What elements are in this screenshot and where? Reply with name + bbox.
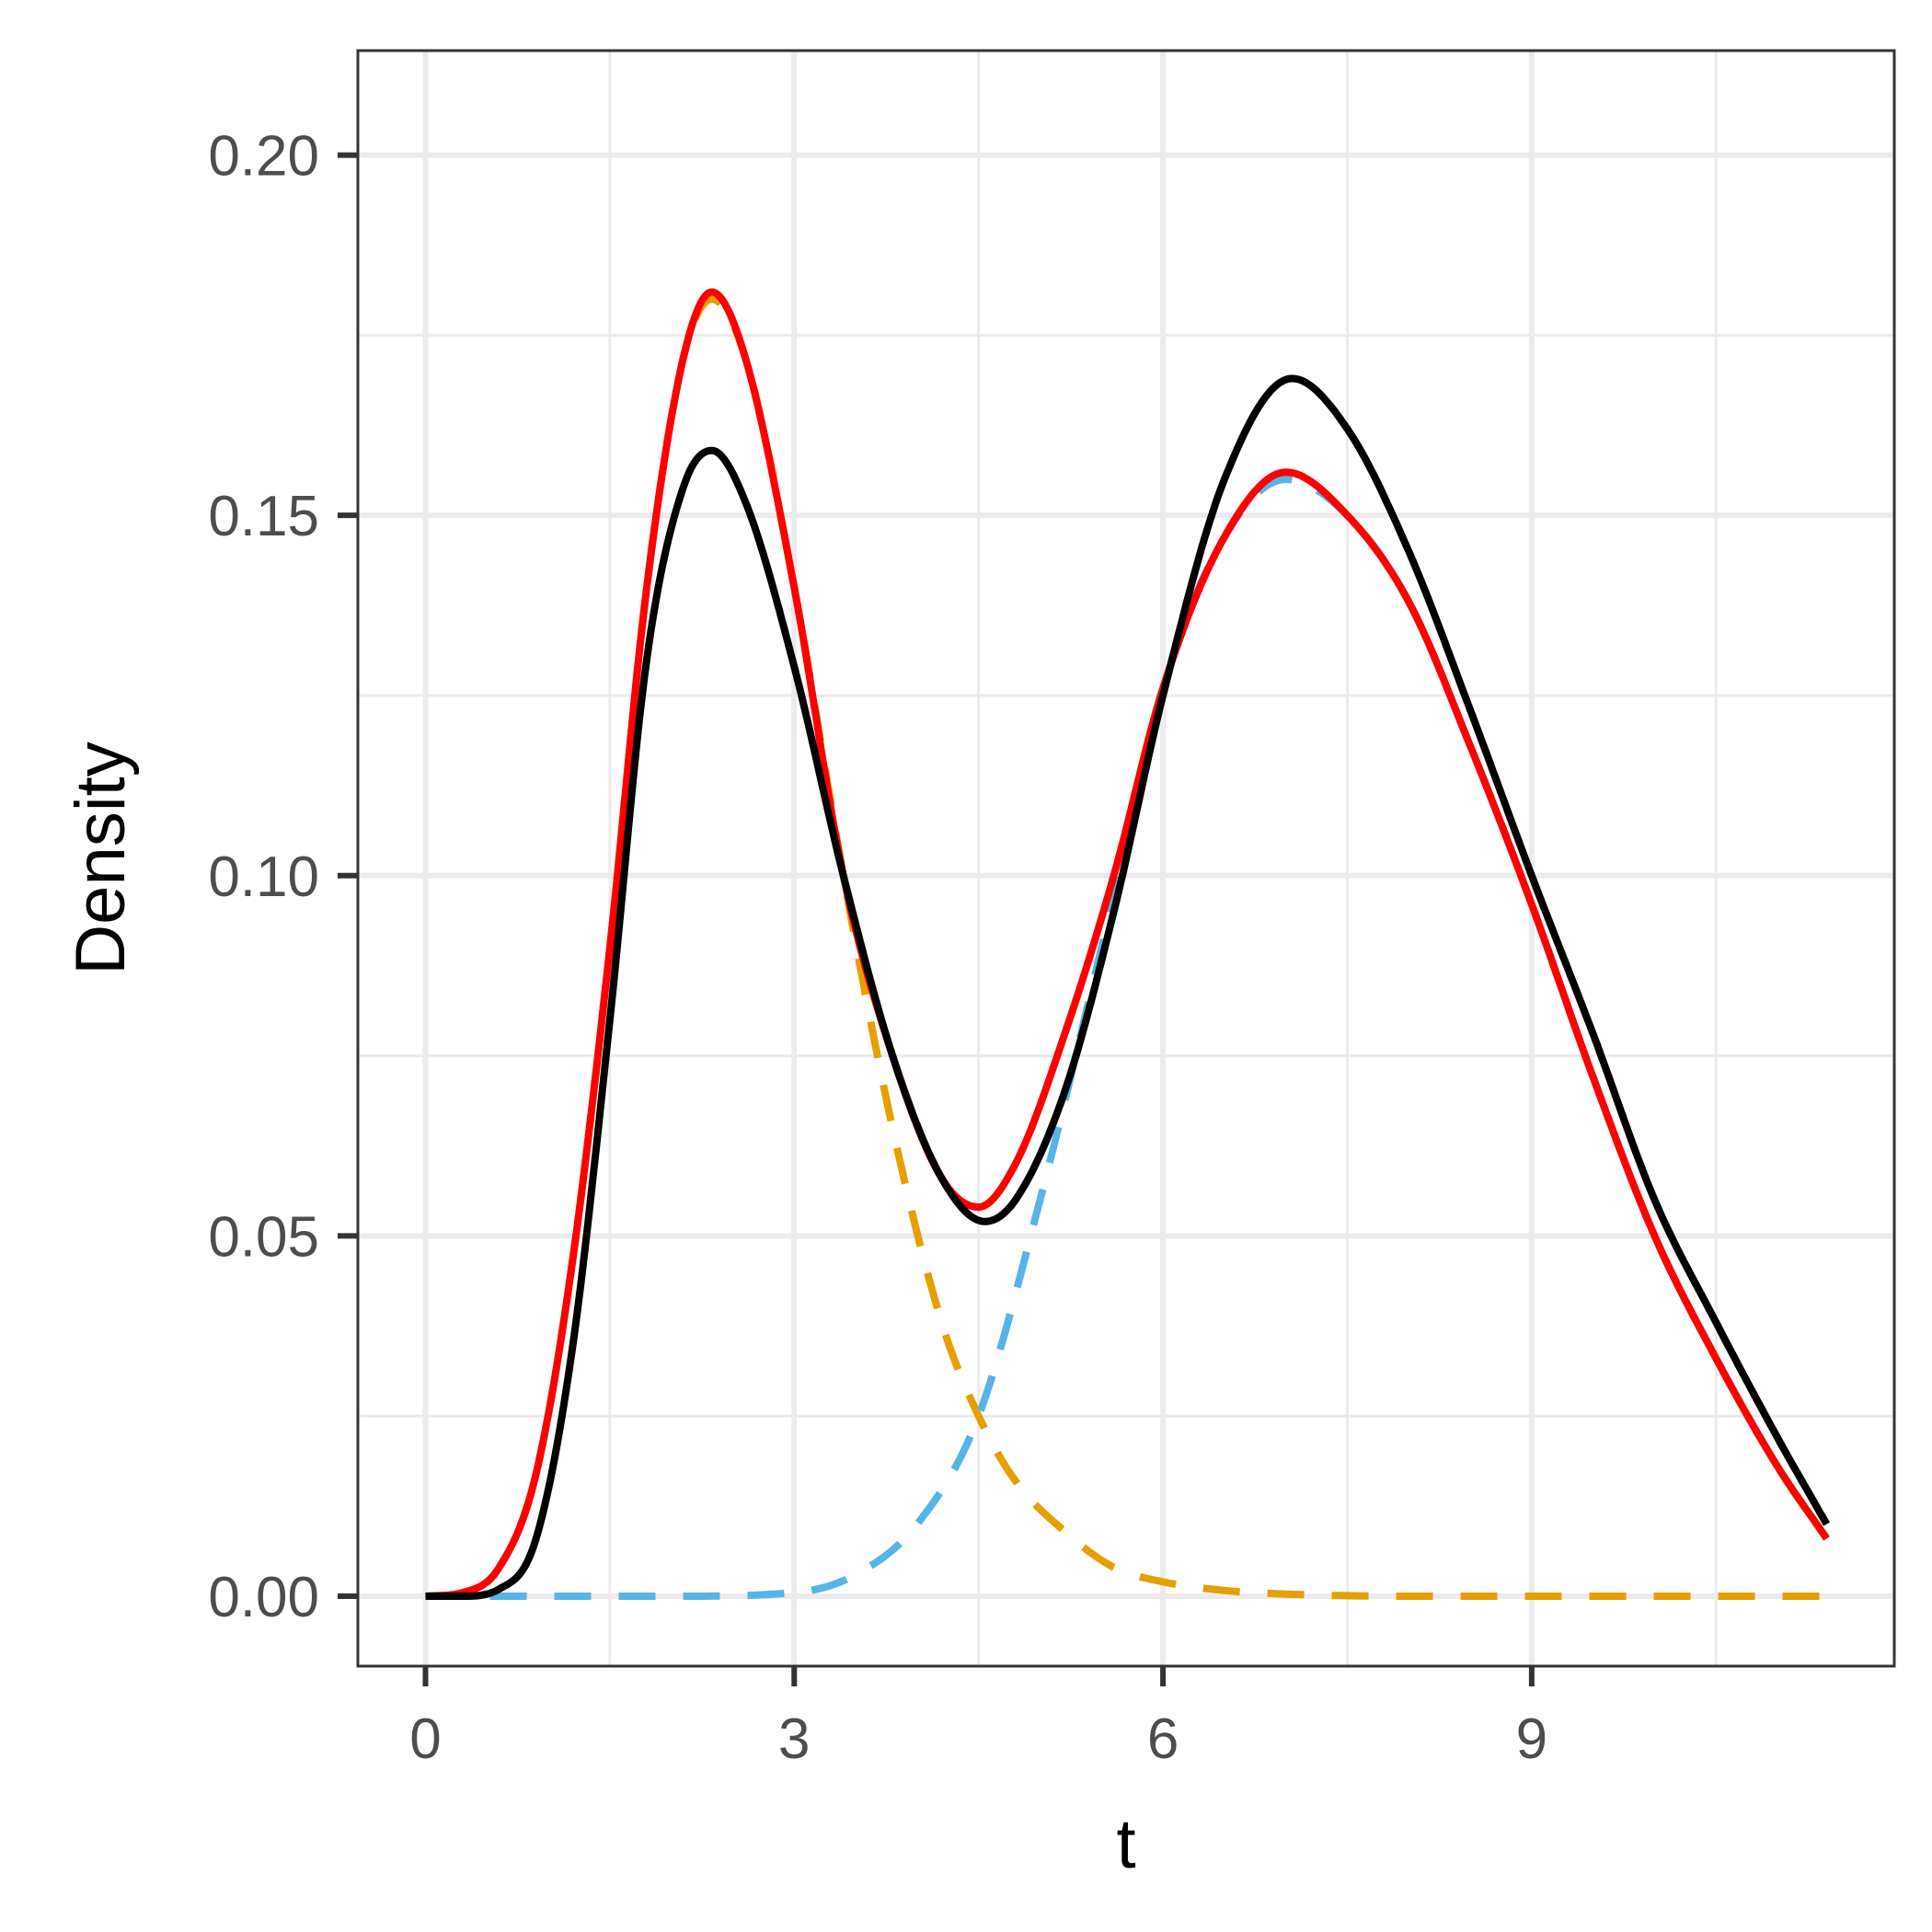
x-tick-label: 0	[409, 1708, 441, 1771]
y-axis-tick-labels: 0.00 0.05 0.10 0.15 0.20	[208, 125, 319, 1629]
y-tick-label: 0.05	[208, 1205, 319, 1269]
y-tick-label: 0.00	[208, 1566, 319, 1629]
y-tick-label: 0.20	[208, 125, 319, 189]
y-tick-label: 0.10	[208, 845, 319, 909]
series-layer	[424, 288, 1830, 1600]
x-tick-label: 3	[778, 1708, 810, 1771]
y-axis-title: Density	[62, 742, 140, 974]
series-line-4	[424, 374, 1830, 1600]
minor-gridlines	[358, 51, 1894, 1666]
x-tick-label: 6	[1147, 1708, 1179, 1771]
axis-ticks	[338, 152, 1535, 1686]
major-gridlines	[358, 51, 1894, 1666]
y-tick-label: 0.15	[208, 485, 319, 548]
x-axis-title: t	[1116, 1805, 1135, 1883]
series-line-3	[424, 288, 1830, 1600]
x-axis-tick-labels: 0 3 6 9	[409, 1708, 1547, 1771]
plot-panel-border	[356, 49, 1896, 1668]
x-tick-label: 9	[1516, 1708, 1547, 1771]
